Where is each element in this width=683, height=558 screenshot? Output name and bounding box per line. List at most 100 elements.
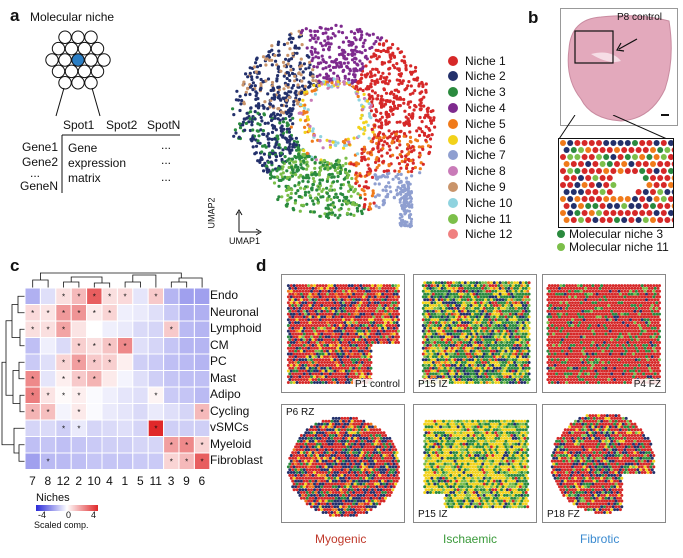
tissue-spot <box>352 338 356 342</box>
tissue-spot <box>447 312 451 316</box>
tissue-spot <box>497 369 501 373</box>
heatmap-column-label: 11 <box>149 474 162 488</box>
tissue-spot <box>439 306 443 310</box>
tissue-spot <box>452 315 456 319</box>
umap-point <box>404 120 408 124</box>
umap-point <box>320 44 324 48</box>
tissue-spot <box>482 352 486 356</box>
tissue-spot <box>514 341 518 344</box>
tissue-spot <box>440 298 444 302</box>
tissue-spot <box>518 338 522 342</box>
umap-point <box>378 77 383 81</box>
umap-point <box>385 175 390 179</box>
tissue-spot <box>288 309 292 313</box>
umap-point <box>286 53 290 57</box>
tissue-spot <box>381 332 385 336</box>
legend-swatch <box>448 134 458 145</box>
tissue-spot <box>297 321 300 325</box>
tissue-spot <box>292 363 296 367</box>
tissue-spot <box>489 309 493 313</box>
tissue-spot <box>394 301 398 305</box>
tissue-spot <box>373 341 377 344</box>
umap-point <box>384 185 388 189</box>
umap-point <box>398 50 402 55</box>
tissue-spot <box>446 286 450 290</box>
umap-point <box>325 186 329 190</box>
tissue-spot <box>330 346 334 350</box>
tissue-spot <box>426 355 430 359</box>
tissue-spot <box>476 289 480 293</box>
tissue-spot <box>460 326 464 330</box>
tissue-spot <box>429 298 432 302</box>
tissue-spot <box>476 341 480 344</box>
tissue-spot <box>343 361 347 364</box>
umap-point <box>263 161 267 165</box>
umap-point <box>276 96 280 100</box>
tissue-spot <box>357 315 361 319</box>
umap-point <box>331 201 335 205</box>
tissue-spot <box>437 349 441 353</box>
tissue-spot <box>355 361 358 364</box>
tissue-spot <box>336 363 340 367</box>
legend-swatch <box>448 197 458 208</box>
tissue-spot <box>376 341 380 344</box>
umap-point <box>403 201 407 205</box>
heatmap-cell <box>163 353 180 371</box>
tissue-spot <box>388 335 392 339</box>
legend-item: Niche 11 <box>448 210 511 227</box>
umap-point <box>285 159 289 163</box>
umap-point <box>302 153 306 158</box>
dendrogram-branch <box>12 370 20 404</box>
heatmap-cell <box>24 452 41 470</box>
tissue-spot <box>517 324 521 327</box>
tissue-spot <box>492 361 496 364</box>
umap-point <box>285 140 289 144</box>
umap-point <box>241 83 245 87</box>
umap-point <box>333 213 337 217</box>
umap-point <box>393 106 397 110</box>
tissue-spot <box>434 281 438 285</box>
inset-spot <box>606 217 613 223</box>
umap-point <box>385 151 389 155</box>
tissue-spot <box>311 361 315 364</box>
umap-point <box>263 144 267 148</box>
tissue-spot <box>484 315 488 319</box>
umap-point <box>244 121 248 125</box>
tissue-spot <box>305 326 309 330</box>
tissue-spot <box>487 315 490 319</box>
umap-point <box>405 147 410 151</box>
heatmap-cell <box>39 370 57 388</box>
significance-star: * <box>62 325 65 334</box>
tissue-spot <box>326 355 329 359</box>
tissue-spot <box>491 335 495 339</box>
tissue-spot <box>430 329 434 333</box>
tissue-spot <box>340 332 344 336</box>
legend-swatch <box>448 118 458 129</box>
tissue-spot <box>423 372 427 376</box>
significance-star: * <box>170 457 173 466</box>
tissue-spot <box>342 289 345 293</box>
tissue-spot <box>355 332 358 336</box>
inset-spot <box>581 140 588 146</box>
inset-spot <box>578 175 584 181</box>
umap-point <box>270 44 274 48</box>
tissue-spot <box>485 318 489 322</box>
tissue-spot <box>439 312 443 316</box>
umap-point <box>413 89 417 93</box>
tissue-spot <box>449 378 453 382</box>
umap-point <box>400 215 404 218</box>
umap-point <box>418 171 422 175</box>
tissue-spot <box>286 375 290 379</box>
tissue-spot <box>437 343 441 347</box>
umap-point <box>376 48 380 53</box>
umap-point <box>343 143 347 148</box>
tissue-spot <box>365 358 369 362</box>
tissue-spot <box>465 346 469 350</box>
tissue-spot <box>347 363 351 367</box>
umap-point <box>301 203 306 207</box>
umap-point <box>353 31 357 35</box>
tissue-spot <box>460 343 464 347</box>
tissue-spot <box>472 309 476 313</box>
tissue-spot <box>523 341 527 344</box>
tissue-spot <box>523 352 527 356</box>
